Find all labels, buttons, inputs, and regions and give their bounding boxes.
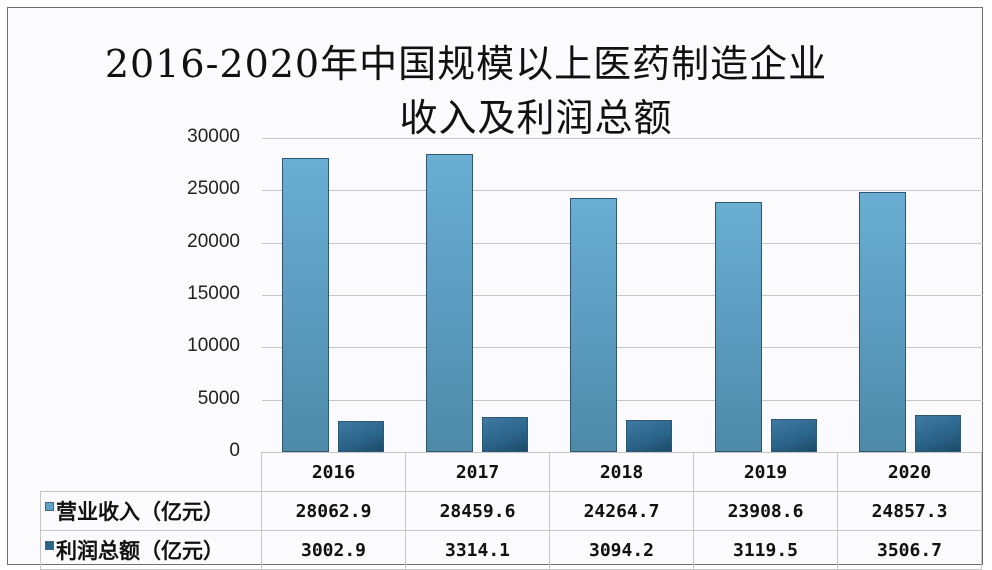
- bar-profit-2020: [915, 415, 961, 452]
- bar-revenue-2017: [426, 154, 473, 452]
- table-cell: 3119.5: [693, 530, 838, 570]
- gridline: [262, 190, 983, 191]
- bar-revenue-2018: [570, 198, 617, 452]
- chart-title-line-2: 收入及利润总额: [399, 96, 673, 140]
- y-tick-label: 30000: [187, 126, 240, 147]
- legend-revenue: 营业收入（亿元）: [40, 491, 262, 531]
- bar-profit-2018: [626, 420, 672, 452]
- legend-profit: 利润总额（亿元）: [40, 530, 262, 570]
- table-header-cell: 2016: [261, 452, 406, 492]
- table-header-cell: 2019: [693, 452, 838, 492]
- table-cell: 3002.9: [261, 530, 406, 570]
- y-tick-label: 0: [229, 440, 240, 461]
- gridline: [262, 243, 983, 244]
- table-row-revenue: 营业收入（亿元） 28062.9 28459.6 24264.7 23908.6…: [40, 491, 982, 531]
- bar-revenue-2020: [859, 192, 906, 452]
- table-cell: 28062.9: [261, 491, 406, 531]
- y-tick-label: 5000: [197, 388, 240, 409]
- table-cell: 24857.3: [837, 491, 982, 531]
- table-header-row: 2016 2017 2018 2019 2020: [41, 452, 982, 492]
- table-row-profit: 利润总额（亿元） 3002.9 3314.1 3094.2 3119.5 350…: [40, 530, 982, 570]
- data-table: 2016 2017 2018 2019 2020 营业收入（亿元） 28062.…: [40, 452, 982, 570]
- y-tick-label: 10000: [187, 335, 240, 356]
- gridline: [262, 295, 983, 296]
- chart-title-line-1: 2016-2020年中国规模以上医药制造企业: [104, 42, 828, 86]
- y-tick-label: 20000: [187, 231, 240, 252]
- gridline: [262, 400, 983, 401]
- table-header-cell: 2020: [837, 452, 982, 492]
- table-cell: 3314.1: [405, 530, 550, 570]
- bar-profit-2019: [771, 419, 817, 452]
- bar-profit-2016: [338, 421, 384, 452]
- table-cell: 3094.2: [549, 530, 694, 570]
- table-header-cell: 2018: [549, 452, 694, 492]
- table-header-cell: 2017: [405, 452, 550, 492]
- table-cell: 3506.7: [837, 530, 982, 570]
- bar-revenue-2016: [282, 158, 329, 452]
- y-tick-label: 15000: [187, 283, 240, 304]
- gridline: [262, 138, 983, 139]
- legend-label: 利润总额（亿元）: [56, 539, 224, 563]
- legend-marker-profit-icon: [45, 541, 54, 550]
- bar-profit-2017: [482, 417, 528, 452]
- table-cell: 23908.6: [693, 491, 838, 531]
- y-tick-label: 25000: [187, 178, 240, 199]
- legend-marker-revenue-icon: [45, 502, 54, 511]
- table-cell: 28459.6: [405, 491, 550, 531]
- bar-revenue-2019: [715, 202, 762, 452]
- table-cell: 24264.7: [549, 491, 694, 531]
- legend-label: 营业收入（亿元）: [56, 500, 224, 524]
- gridline: [262, 347, 983, 348]
